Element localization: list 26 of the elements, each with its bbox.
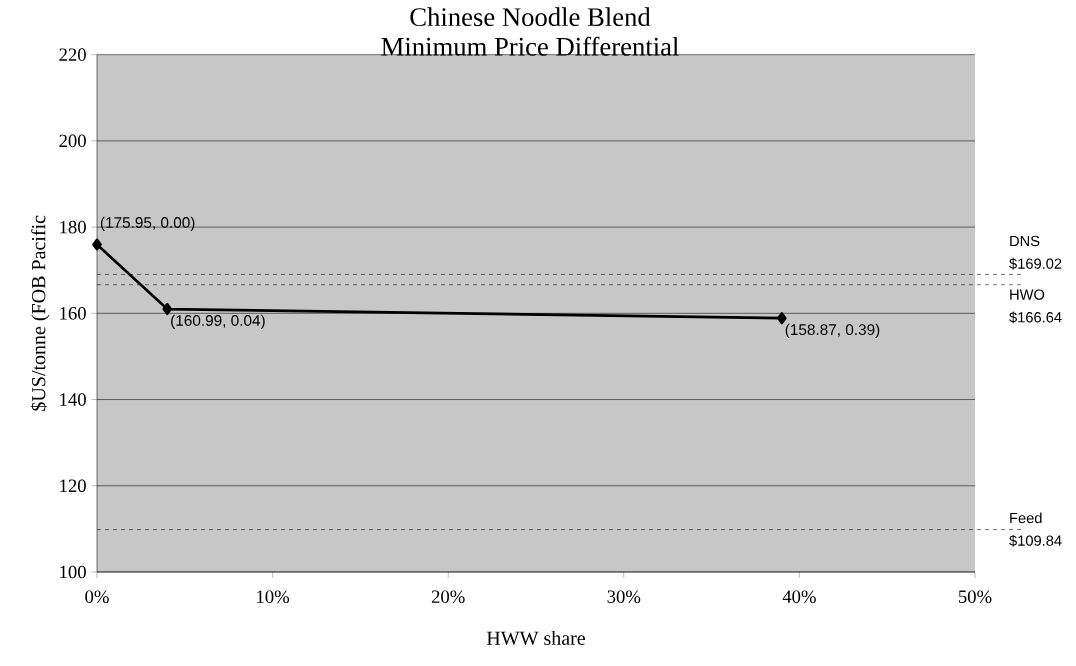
chart-subtitle: Minimum Price Differential (381, 36, 679, 56)
y-tick-label: 220 (59, 48, 86, 61)
point (162, 303, 173, 316)
y-tick-label: 140 (60, 393, 86, 406)
x-tick-label: 10% (257, 590, 290, 604)
ref-line-label: Feed $109.84 (1009, 512, 1062, 547)
data-label: (175.95, 0.00) (100, 216, 195, 231)
chart-title: Chinese Noodle Blend (410, 7, 651, 27)
x-tick-label: 30% (607, 590, 641, 604)
data-label: (158.87, 0.39) (785, 323, 880, 339)
x-tick-label: 20% (431, 590, 465, 604)
y-tick-label: 100 (60, 565, 86, 579)
y-tick-label: 120 (60, 479, 86, 493)
y-axis-title: $US/tonne (FOB Pacific (30, 215, 50, 411)
data-label: (160.99, 0.04) (171, 314, 265, 329)
x-tick-label: 50% (958, 590, 992, 604)
y-tick-label: 200 (59, 134, 86, 148)
ref-line-label: DNS $169.02 (1009, 235, 1062, 270)
x-tick-label: 0% (85, 590, 109, 604)
x-tick-label: 40% (782, 590, 816, 604)
y-tick-label: 180 (60, 220, 86, 234)
point (776, 312, 787, 325)
ref-line-label: HWO $166.64 (1009, 289, 1062, 324)
y-tick-label: 160 (60, 307, 86, 320)
point (92, 238, 102, 251)
x-axis-title: HWW share (486, 630, 585, 646)
